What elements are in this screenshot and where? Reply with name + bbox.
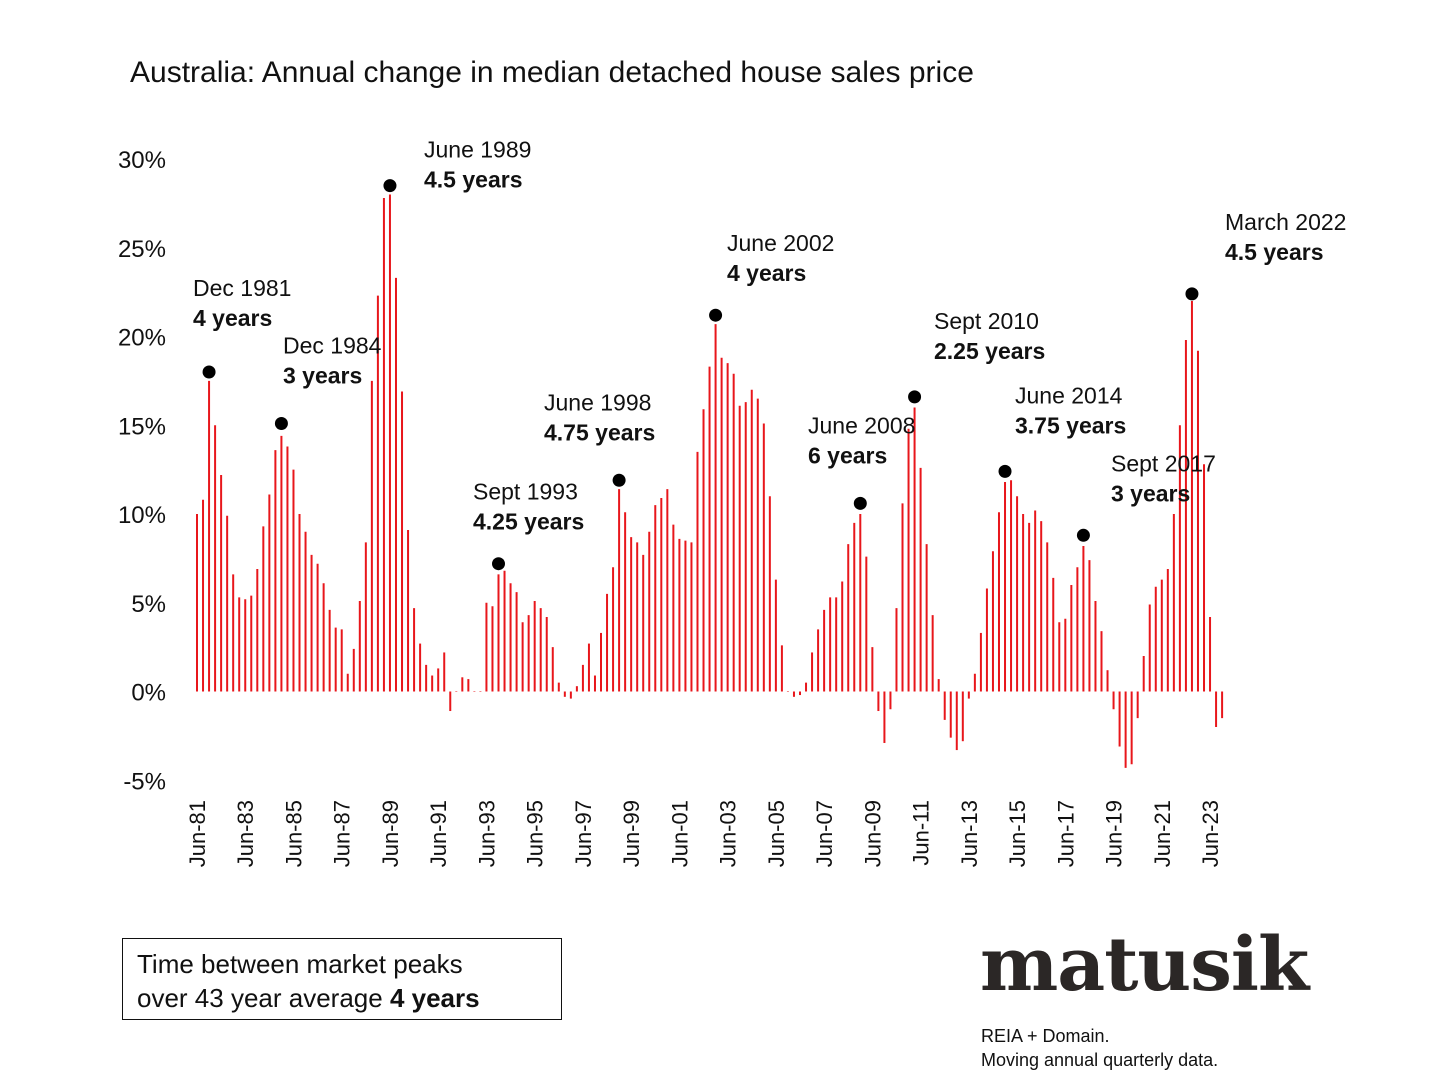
peak-date-label: Sept 2017 xyxy=(1111,450,1216,476)
peak-date-label: June 2008 xyxy=(808,412,915,438)
peak-marker xyxy=(908,390,922,404)
peak-marker xyxy=(274,416,288,430)
peak-date-label: June 1998 xyxy=(544,389,651,415)
peak-marker xyxy=(1185,287,1199,301)
note-line-2-prefix: over 43 year average xyxy=(137,983,390,1013)
peak-years-label: 2.25 years xyxy=(934,338,1045,364)
peak-date-label: June 1989 xyxy=(424,137,531,163)
y-tick-label: 20% xyxy=(118,325,166,352)
y-tick-label: -5% xyxy=(123,768,166,795)
peak-marker xyxy=(1076,528,1090,542)
y-tick-label: 5% xyxy=(131,591,166,618)
peak-years-label: 4.75 years xyxy=(544,419,655,445)
x-axis: Jun-81 Jun-83 Jun-85 Jun-87 Jun-89 Jun-91 Jun-… xyxy=(185,800,1223,867)
peak-date-label: Sept 1993 xyxy=(473,479,578,505)
bar-series xyxy=(196,194,1224,768)
x-tick-label: Jun-17 xyxy=(1053,800,1078,867)
x-tick-label: Jun-21 xyxy=(1150,800,1175,867)
source-note: REIA + Domain. Moving annual quarterly d… xyxy=(981,1024,1218,1072)
x-tick-label: Jun-11 xyxy=(909,800,934,866)
y-axis: -5% 0% 5% 10% 15% 20% 25% 30% xyxy=(118,147,166,795)
x-tick-label: Jun-91 xyxy=(426,800,451,867)
note-line-1: Time between market peaks xyxy=(137,949,463,979)
x-tick-label: Jun-13 xyxy=(957,800,982,867)
peak-years-label: 4 years xyxy=(727,260,806,286)
peak-date-label: Dec 1984 xyxy=(283,332,382,358)
x-tick-label: Jun-03 xyxy=(716,800,741,867)
peak-years-label: 4 years xyxy=(193,305,272,331)
source-line-1: REIA + Domain. xyxy=(981,1026,1110,1046)
peak-years-label: 3 years xyxy=(1111,480,1190,506)
x-tick-label: Jun-87 xyxy=(330,800,355,867)
note-box: Time between market peaks over 43 year a… xyxy=(122,938,562,1020)
source-line-2: Moving annual quarterly data. xyxy=(981,1050,1219,1070)
x-tick-label: Jun-93 xyxy=(474,800,499,867)
x-tick-label: Jun-07 xyxy=(812,800,837,867)
x-tick-label: Jun-99 xyxy=(619,800,644,867)
peak-years-label: 4.5 years xyxy=(1225,239,1323,265)
y-tick-label: 30% xyxy=(118,147,166,174)
note-line-2-bold: 4 years xyxy=(389,983,480,1013)
chart-title: Australia: Annual change in median detac… xyxy=(130,56,974,89)
brand-logo: matusik xyxy=(980,922,1309,1008)
x-tick-label: Jun-09 xyxy=(860,800,885,867)
x-tick-label: Jun-19 xyxy=(1102,800,1127,867)
y-tick-label: 0% xyxy=(131,680,166,707)
x-tick-label: Jun-83 xyxy=(233,800,258,867)
peak-marker xyxy=(998,464,1012,478)
peak-years-label: 4.5 years xyxy=(424,167,522,193)
note-line-2: over 43 year average 4 years xyxy=(137,981,547,1015)
peak-date-label: Sept 2010 xyxy=(934,308,1039,334)
x-tick-label: Jun-23 xyxy=(1198,800,1223,867)
x-tick-label: Jun-81 xyxy=(185,800,210,867)
y-tick-label: 15% xyxy=(118,413,166,440)
peak-marker xyxy=(709,308,723,322)
peak-marker xyxy=(492,557,505,571)
peak-years-label: 6 years xyxy=(808,442,887,468)
peak-date-label: Dec 1981 xyxy=(193,275,291,301)
peak-years-label: 4.25 years xyxy=(473,509,584,535)
peak-marker xyxy=(612,473,626,487)
x-tick-label: Jun-85 xyxy=(281,800,306,867)
peak-annotations: Dec 1981 4 years Dec 1984 3 years June 1989 4… xyxy=(193,137,1346,571)
peak-years-label: 3 years xyxy=(283,362,362,388)
x-tick-label: Jun-01 xyxy=(667,800,692,867)
peak-date-label: June 2014 xyxy=(1015,382,1123,408)
x-tick-label: Jun-15 xyxy=(1005,800,1030,867)
peak-marker xyxy=(853,496,867,510)
y-tick-label: 25% xyxy=(118,236,166,263)
peak-marker xyxy=(383,179,397,193)
peak-date-label: June 2002 xyxy=(727,230,834,256)
peak-years-label: 3.75 years xyxy=(1015,412,1126,438)
x-tick-label: Jun-89 xyxy=(378,800,403,867)
y-tick-label: 10% xyxy=(118,502,166,529)
x-tick-label: Jun-05 xyxy=(764,800,789,867)
x-tick-label: Jun-97 xyxy=(571,800,596,867)
peak-marker xyxy=(202,365,216,379)
x-tick-label: Jun-95 xyxy=(523,800,548,867)
peak-date-label: March 2022 xyxy=(1225,209,1346,235)
chart-plot: -5%0%5%10%15%20%25%30% Jun-81 Jun-83 Jun-8… xyxy=(118,137,1347,868)
